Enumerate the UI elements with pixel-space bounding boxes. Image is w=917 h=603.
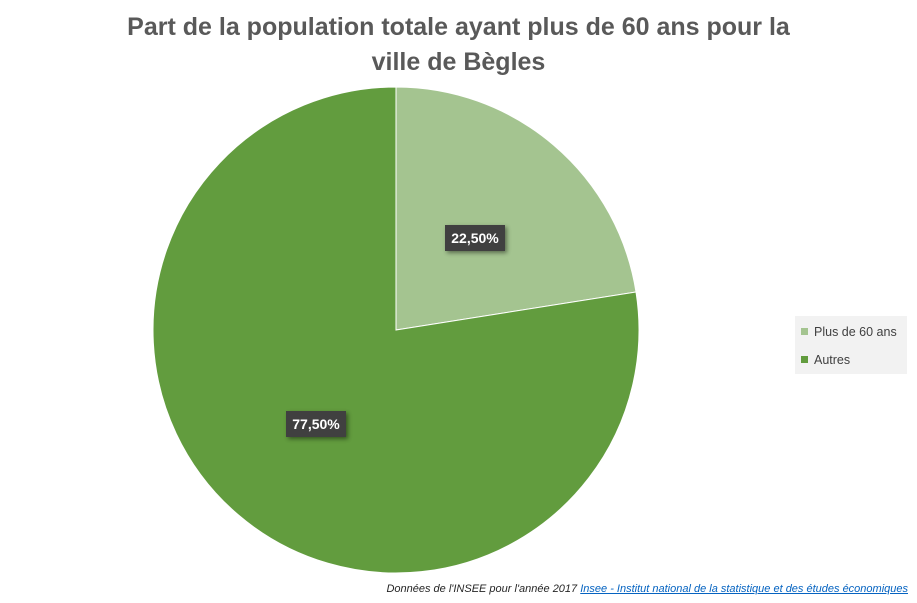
legend-swatch-autres [801, 356, 808, 363]
data-label-box-autres [286, 411, 346, 437]
data-label-box-plus-de-60-ans [445, 225, 505, 251]
source-note-text: Données de l'INSEE pour l'année 2017 [386, 583, 578, 595]
data-label-plus-de-60-ans: 22,50% [445, 225, 505, 251]
chart-title-line-1: Part de la population totale ayant plus … [127, 13, 790, 41]
data-label-text-plus-de-60-ans: 22,50% [451, 230, 499, 246]
chart-legend: Plus de 60 ans Autres [795, 316, 907, 374]
legend-item-plus-de-60-ans: Plus de 60 ans [801, 324, 897, 340]
legend-item-autres: Autres [801, 352, 850, 368]
data-label-autres: 77,50% [286, 411, 346, 437]
source-link[interactable]: Insee - Institut national de la statisti… [580, 583, 908, 595]
legend-swatch-plus-de-60-ans [801, 328, 808, 335]
pie-slice-plus-de-60-ans [395, 86, 637, 331]
legend-label-plus-de-60-ans: Plus de 60 ans [814, 325, 897, 339]
pie-slice-autres [152, 86, 640, 574]
legend-label-autres: Autres [814, 353, 851, 367]
source-note: Données de l'INSEE pour l'année 2017 Ins… [386, 583, 908, 595]
chart-title: Part de la population totale ayant plus … [0, 10, 917, 80]
chart-title-line-2: ville de Bègles [371, 48, 546, 76]
data-label-text-autres: 77,50% [292, 416, 340, 432]
